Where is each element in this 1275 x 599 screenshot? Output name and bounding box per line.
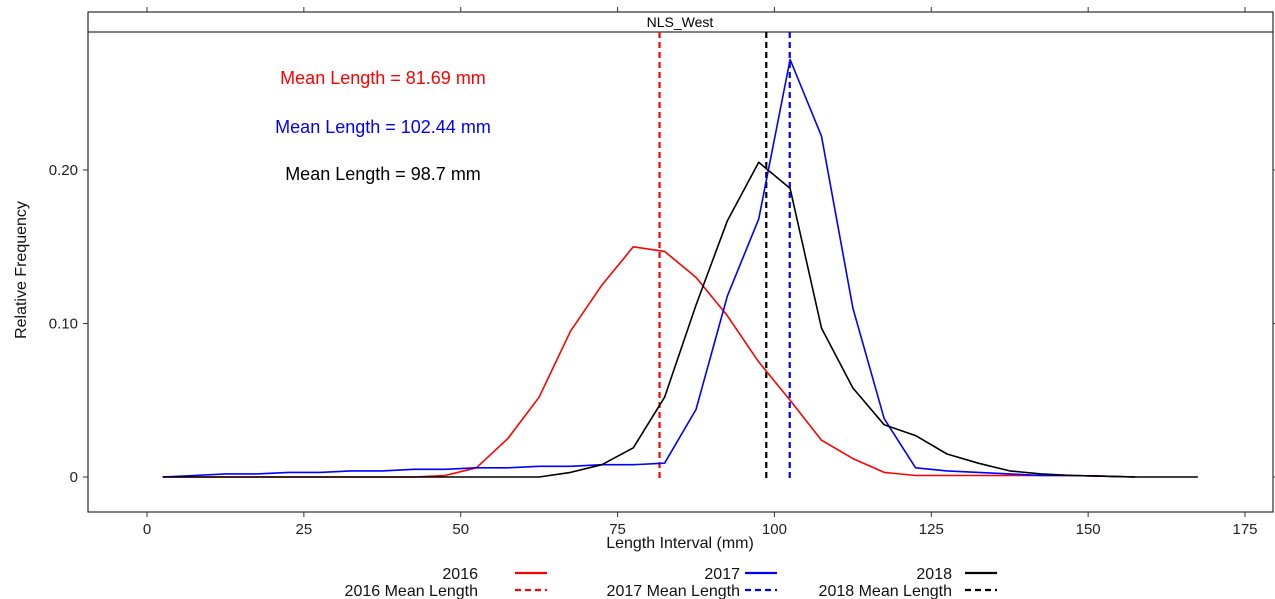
y-tick-label: 0.10 bbox=[49, 316, 78, 333]
x-axis-label: Length Interval (mm) bbox=[606, 535, 754, 552]
legend-label: 2016 Mean Length bbox=[345, 583, 478, 599]
x-tick-label: 0 bbox=[143, 521, 151, 538]
legend-label: 2017 Mean Length bbox=[607, 583, 740, 599]
plot-panel: NLS_West bbox=[87, 11, 1274, 513]
legend-label: 2018 Mean Length bbox=[819, 583, 952, 599]
mean-annotation: Mean Length = 102.44 mm bbox=[275, 117, 491, 137]
legend-label: 2017 bbox=[704, 566, 740, 583]
mean-annotation: Mean Length = 98.7 mm bbox=[285, 164, 481, 184]
panel-border bbox=[87, 11, 1274, 513]
series-lines bbox=[162, 58, 1198, 478]
x-tick-label: 150 bbox=[1076, 521, 1101, 538]
x-axis: 0 25 50 75 100 125 150 175 bbox=[143, 7, 1258, 538]
y-tick-label: 0.20 bbox=[49, 162, 78, 179]
y-tick-label: 0 bbox=[70, 469, 78, 486]
x-tick-label: 100 bbox=[762, 521, 787, 538]
legend-label: 2016 bbox=[442, 566, 478, 583]
panel-title: NLS_West bbox=[647, 14, 714, 30]
x-tick-label: 175 bbox=[1232, 521, 1257, 538]
series-line-2018 bbox=[162, 161, 1198, 478]
mean-annotation: Mean Length = 81.69 mm bbox=[280, 68, 486, 88]
y-axis: 0 0.10 0.20 bbox=[49, 162, 1275, 486]
mean-annotations: Mean Length = 81.69 mm Mean Length = 102.… bbox=[275, 68, 491, 184]
y-axis-label: Relative Frequency bbox=[13, 201, 30, 339]
legend: 2016 2017 2018 2016 Mean Length 2017 Mean Le… bbox=[345, 566, 997, 599]
x-tick-label: 50 bbox=[452, 521, 469, 538]
x-tick-label: 125 bbox=[919, 521, 944, 538]
panel-strip bbox=[87, 11, 1274, 33]
x-tick-label: 75 bbox=[609, 521, 626, 538]
legend-label: 2018 bbox=[916, 566, 952, 583]
x-tick-label: 25 bbox=[296, 521, 313, 538]
series-line-2017 bbox=[162, 58, 1136, 478]
